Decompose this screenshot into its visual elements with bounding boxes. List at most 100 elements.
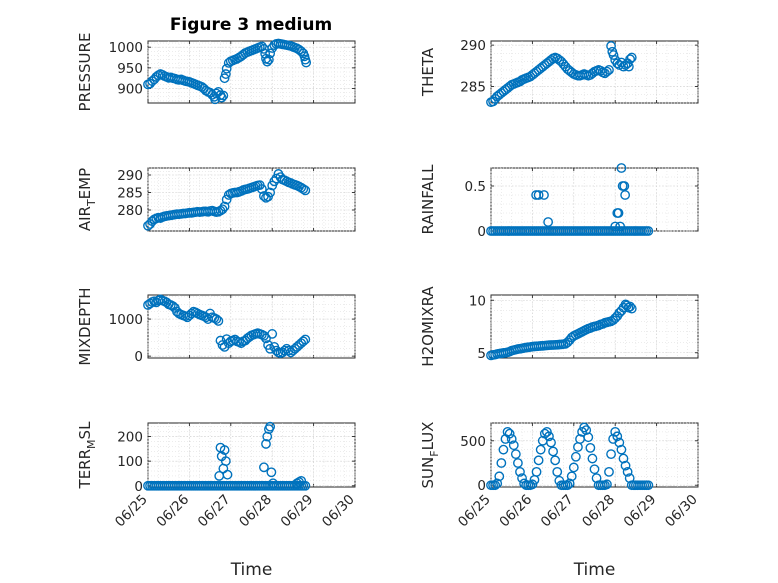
data-point <box>300 334 311 345</box>
y-tick-label: 200 <box>117 430 143 446</box>
y-axis-label-part: LUX <box>419 422 437 451</box>
data-point <box>219 445 230 455</box>
data-point <box>216 92 227 103</box>
data-point <box>535 444 546 455</box>
y-tick-label: 290 <box>460 38 486 54</box>
subplot-mixdepth: 0 1000 MIXDEPTH <box>76 287 356 366</box>
data-point <box>544 431 554 442</box>
y-axis-label: RAINFALL <box>419 164 437 235</box>
series-theta <box>486 41 637 108</box>
y-axis-label: THETA <box>419 47 437 97</box>
y-tick-label: 290 <box>117 168 143 184</box>
subplot-terr_msl: 0 100 200 TERRMSL 06/25 06/26 06/27 06/28 06/29 0… <box>76 421 358 580</box>
data-point <box>589 464 600 475</box>
x-tick-label: 06/27 <box>538 492 577 531</box>
data-point <box>300 185 311 196</box>
subplot-sun_flux: 0 500 SUNFLUX 06/25 06/26 06/27 06/28 06/29 06/3… <box>419 422 701 580</box>
data-point <box>301 57 312 68</box>
x-tick-label: 06/30 <box>319 492 358 531</box>
x-tick-label: 06/25 <box>455 492 494 531</box>
data-point <box>579 422 590 433</box>
data-point <box>268 478 278 489</box>
y-axis-label: PRESSURE <box>76 33 94 112</box>
data-point <box>643 226 654 236</box>
data-point <box>508 440 519 451</box>
data-point <box>615 221 626 232</box>
data-point <box>267 329 278 339</box>
data-point <box>613 208 624 218</box>
data-point <box>620 190 631 200</box>
data-point <box>548 446 558 457</box>
data-point <box>606 449 616 460</box>
y-tick-label: 285 <box>460 79 486 95</box>
y-tick-label: 100 <box>117 454 143 470</box>
data-point <box>492 478 503 489</box>
data-point <box>517 473 527 484</box>
data-point <box>583 432 594 443</box>
figure-title: Figure 3 medium <box>170 15 332 35</box>
data-point <box>616 444 627 455</box>
x-tick-label: 06/26 <box>496 492 535 531</box>
y-tick-label: 285 <box>117 186 143 202</box>
data-point <box>218 90 229 101</box>
data-point <box>283 345 294 356</box>
data-point <box>490 480 501 491</box>
series-rainfall <box>486 163 654 236</box>
data-point <box>550 455 561 466</box>
data-point <box>220 456 231 467</box>
data-point <box>626 303 637 314</box>
data-point <box>552 466 563 477</box>
subplot-pressure: 900 950 1000 PRESSURE <box>76 33 356 112</box>
data-point <box>533 455 544 466</box>
data-point <box>504 428 515 439</box>
y-tick-label: 0 <box>477 478 486 494</box>
y-axis-label-subscript: M <box>85 439 98 449</box>
data-point <box>618 453 629 464</box>
data-point <box>527 479 538 490</box>
data-point <box>494 471 505 482</box>
data-point <box>298 184 309 194</box>
y-tick-label: 280 <box>117 203 143 219</box>
data-point <box>581 425 592 436</box>
y-tick-label: 0 <box>134 349 143 365</box>
data-point <box>614 437 625 448</box>
data-point <box>610 426 621 437</box>
data-point <box>643 480 654 491</box>
data-point <box>298 336 309 347</box>
y-tick-label: 0 <box>477 224 486 240</box>
data-point <box>222 469 233 480</box>
y-axis-label: TERRMSL <box>76 421 98 490</box>
series-pressure <box>143 38 312 105</box>
y-axis-label-part: AIR <box>76 206 94 231</box>
data-point <box>266 467 277 478</box>
data-point <box>265 421 276 432</box>
data-point <box>541 426 552 437</box>
data-point <box>259 462 269 473</box>
y-axis-label-subscript: F <box>428 450 441 456</box>
y-tick-label: 1000 <box>109 40 143 56</box>
x-tick-label: 06/25 <box>112 492 151 531</box>
x-tick-label: 06/29 <box>278 492 317 531</box>
series-terr_msl <box>143 421 311 491</box>
y-tick-label: 5 <box>477 346 486 362</box>
data-point <box>510 449 521 460</box>
data-point <box>606 41 616 51</box>
data-point <box>602 66 612 77</box>
data-point <box>213 316 224 326</box>
x-tick-label: 06/28 <box>579 492 618 531</box>
y-axis-label-part: TERR <box>76 449 94 490</box>
x-tick-label: 06/27 <box>195 492 234 531</box>
y-axis-label: H2OMIXRA <box>419 286 437 367</box>
data-point <box>513 458 523 468</box>
y-axis-label-part: SL <box>76 421 94 440</box>
data-point <box>585 442 596 453</box>
data-point <box>604 466 614 477</box>
data-point <box>221 63 232 74</box>
data-point <box>498 444 509 455</box>
series-mixdepth <box>143 294 311 359</box>
data-point <box>262 431 273 442</box>
data-point <box>625 54 635 65</box>
axes-frame <box>147 167 356 232</box>
